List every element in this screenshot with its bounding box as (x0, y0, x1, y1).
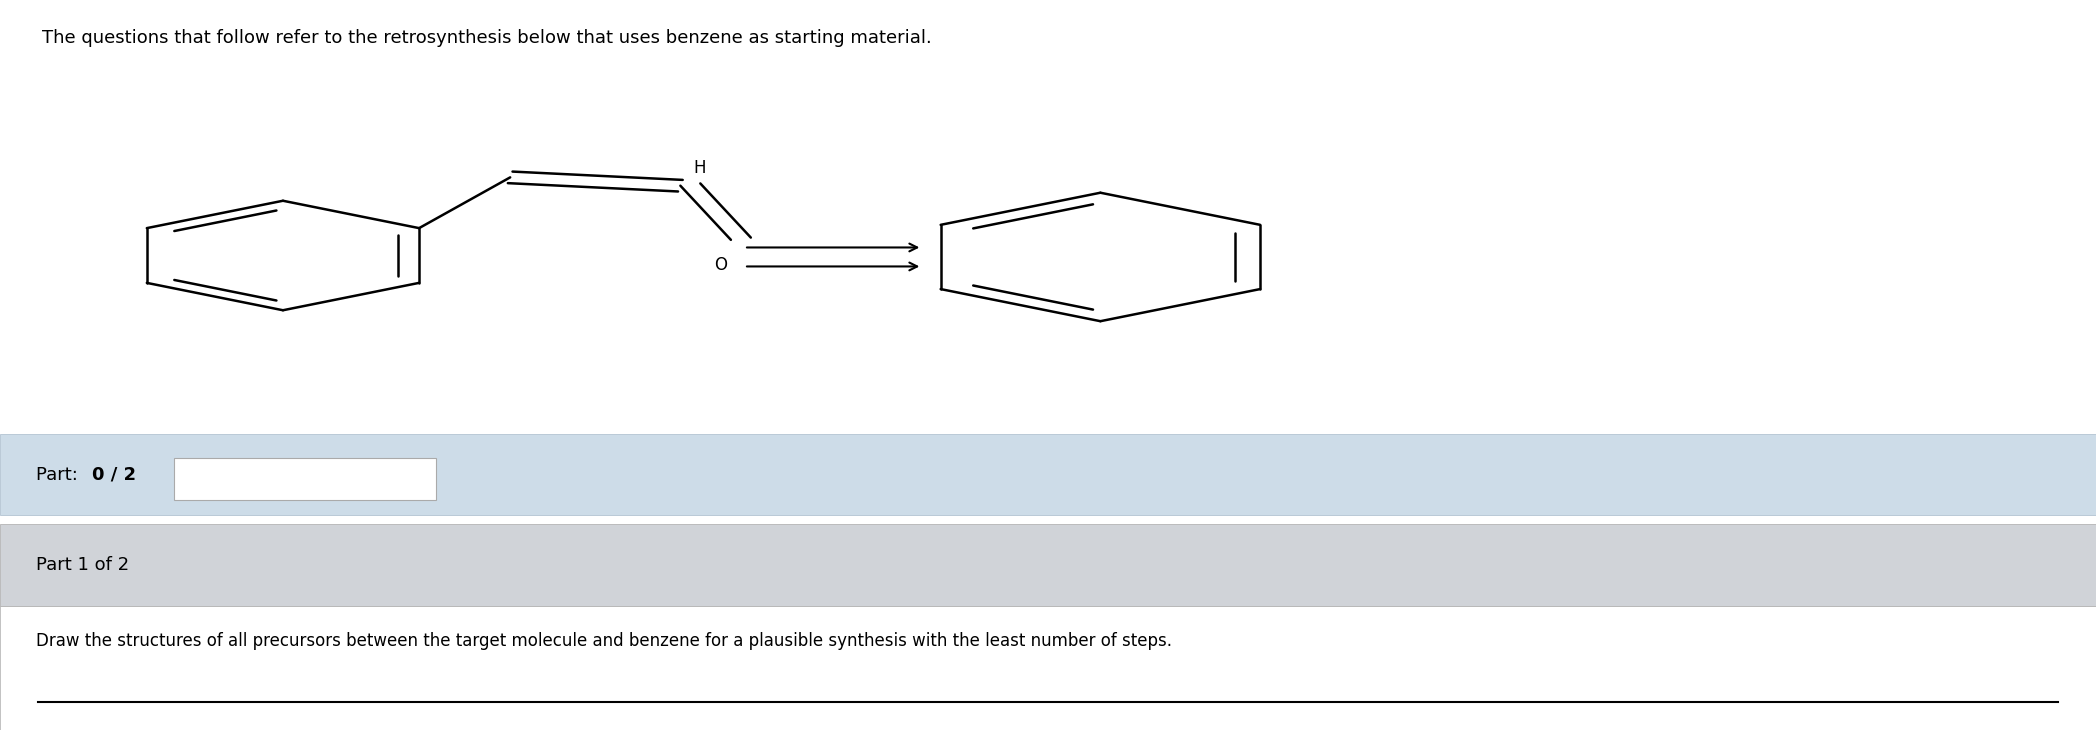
Text: Part:: Part: (36, 466, 84, 483)
Text: H: H (694, 159, 706, 177)
Bar (0, 434, 2096, 515)
Bar (0, 606, 2096, 730)
Text: The questions that follow refer to the retrosynthesis below that uses benzene as: The questions that follow refer to the r… (42, 29, 931, 47)
Text: 0 / 2: 0 / 2 (92, 466, 136, 483)
Text: O: O (715, 256, 727, 274)
Text: Part 1 of 2: Part 1 of 2 (36, 556, 128, 574)
Bar (174, 458, 436, 500)
Text: Draw the structures of all precursors between the target molecule and benzene fo: Draw the structures of all precursors be… (36, 631, 1172, 650)
Bar (0, 524, 2096, 606)
